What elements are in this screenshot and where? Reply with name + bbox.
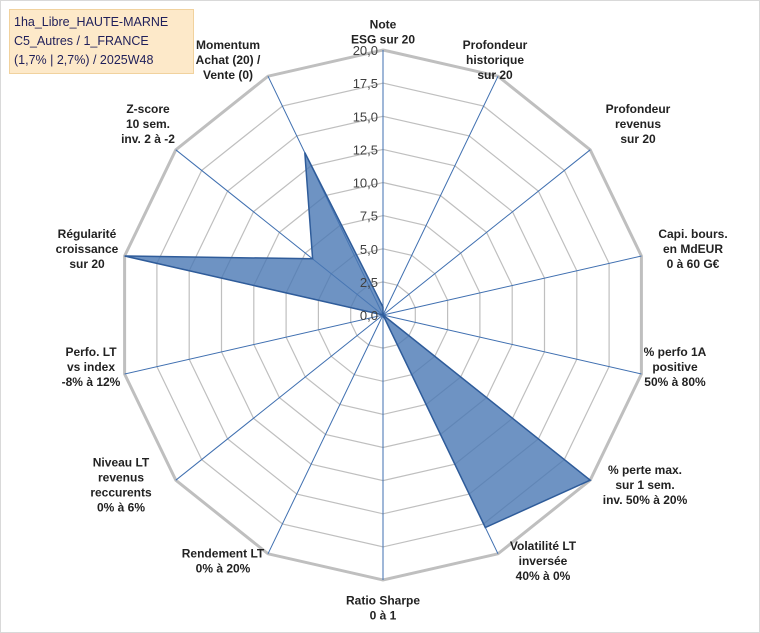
axis-label-line: % perte max. — [608, 463, 682, 477]
axis-spoke — [382, 75, 499, 316]
axis-label-line: Profondeur — [606, 102, 671, 116]
axis-label: Profondeur historique sur 20 — [463, 38, 528, 82]
axis-label-line: revenus — [98, 471, 144, 485]
title-line-2: C5_Autres / 1_FRANCE — [14, 34, 149, 48]
chart-title-box: 1ha_Libre_HAUTE-MARNE C5_Autres / 1_FRAN… — [9, 9, 194, 74]
axis-label-line: sur 20 — [477, 68, 513, 82]
axis-label-line: 50% à 80% — [644, 375, 706, 389]
tick-label: 15,0 — [353, 109, 378, 124]
axis-label-line: Volatilité LT — [510, 539, 577, 553]
axis-label-line: 0% à 20% — [196, 562, 251, 576]
axis-label-line: 0% à 6% — [97, 501, 145, 515]
axis-label: Rendement LT 0% à 20% — [182, 547, 265, 576]
axis-label-line: reccurents — [90, 486, 152, 500]
radar-axis-labels: Note ESG sur 20 Profondeur historique sur 20… — [56, 18, 728, 623]
tick-label: 12,5 — [353, 142, 378, 157]
axis-label-line: Niveau LT — [93, 456, 150, 470]
axis-label: Perfo. LT vs index -8% à 12% — [62, 345, 121, 389]
tick-label: 0,0 — [360, 308, 378, 323]
axis-label-line: Momentum — [196, 38, 260, 52]
axis-label-line: croissance — [56, 242, 119, 256]
axis-label-line: positive — [652, 360, 698, 374]
tick-label: 20,0 — [353, 43, 378, 58]
axis-label: % perte max. sur 1 sem. inv. 50% à 20% — [603, 463, 688, 507]
axis-label-line: Achat (20) / — [196, 53, 261, 67]
axis-label-line: ESG sur 20 — [351, 33, 415, 47]
axis-spoke — [382, 149, 591, 316]
axis-spoke — [382, 255, 642, 316]
axis-label-line: Vente (0) — [203, 68, 253, 82]
axis-label: Niveau LT revenus reccurents 0% à 6% — [90, 456, 152, 515]
axis-label: Note ESG sur 20 — [351, 18, 415, 47]
axis-label-line: Régularité — [58, 227, 117, 241]
axis-label-line: sur 20 — [69, 257, 105, 271]
axis-label-line: % perfo 1A — [644, 345, 707, 359]
tick-label: 7,5 — [360, 209, 378, 224]
axis-label-line: -8% à 12% — [62, 375, 121, 389]
axis-label-line: inv. 2 à -2 — [121, 132, 175, 146]
axis-label-line: Rendement LT — [182, 547, 265, 561]
title-line-3: (1,7% | 2,7%) / 2025W48 — [14, 53, 154, 67]
radar-series — [124, 152, 592, 529]
axis-label-line: 0 à 1 — [370, 609, 397, 623]
axis-label-line: Note — [370, 18, 397, 32]
axis-label-line: en MdEUR — [663, 242, 723, 256]
axis-spoke — [382, 314, 642, 375]
axis-label: Z-score 10 sem. inv. 2 à -2 — [121, 102, 175, 146]
axis-label: Régularité croissance sur 20 — [56, 227, 119, 271]
axis-label-line: 0 à 60 G€ — [667, 257, 720, 271]
axis-label: Capi. bours. en MdEUR 0 à 60 G€ — [658, 227, 727, 271]
tick-label: 17,5 — [353, 76, 378, 91]
axis-label: Ratio Sharpe 0 à 1 — [346, 594, 420, 623]
axis-label-line: sur 1 sem. — [615, 478, 674, 492]
axis-label-line: Ratio Sharpe — [346, 594, 420, 608]
axis-label-line: Perfo. LT — [65, 345, 117, 359]
axis-label-line: vs index — [67, 360, 115, 374]
axis-spoke — [175, 314, 384, 481]
axis-label-line: Capi. bours. — [658, 227, 727, 241]
axis-label-line: 40% à 0% — [516, 569, 571, 583]
axis-label-line: Profondeur — [463, 38, 528, 52]
axis-label: Volatilité LT inversée 40% à 0% — [510, 539, 577, 583]
axis-label-line: 10 sem. — [126, 117, 170, 131]
series-area — [124, 152, 592, 529]
axis-spoke — [124, 314, 384, 375]
axis-spoke — [267, 314, 384, 555]
axis-label-line: revenus — [615, 117, 661, 131]
axis-label-line: sur 20 — [620, 132, 656, 146]
axis-label-line: Z-score — [126, 102, 170, 116]
axis-label-line: historique — [466, 53, 524, 67]
axis-label: Momentum Achat (20) / Vente (0) — [196, 38, 261, 82]
tick-label: 10,0 — [353, 176, 378, 191]
tick-label: 5,0 — [360, 242, 378, 257]
axis-label: % perfo 1A positive 50% à 80% — [644, 345, 707, 389]
axis-label-line: inversée — [519, 554, 568, 568]
radar-tick-labels: 0,0 2,5 5,0 7,5 10,0 12,5 15,0 17,5 20,0 — [353, 43, 378, 323]
axis-label: Profondeur revenus sur 20 — [606, 102, 671, 146]
tick-label: 2,5 — [360, 275, 378, 290]
axis-label-line: inv. 50% à 20% — [603, 493, 688, 507]
title-line-1: 1ha_Libre_HAUTE-MARNE — [14, 15, 169, 29]
